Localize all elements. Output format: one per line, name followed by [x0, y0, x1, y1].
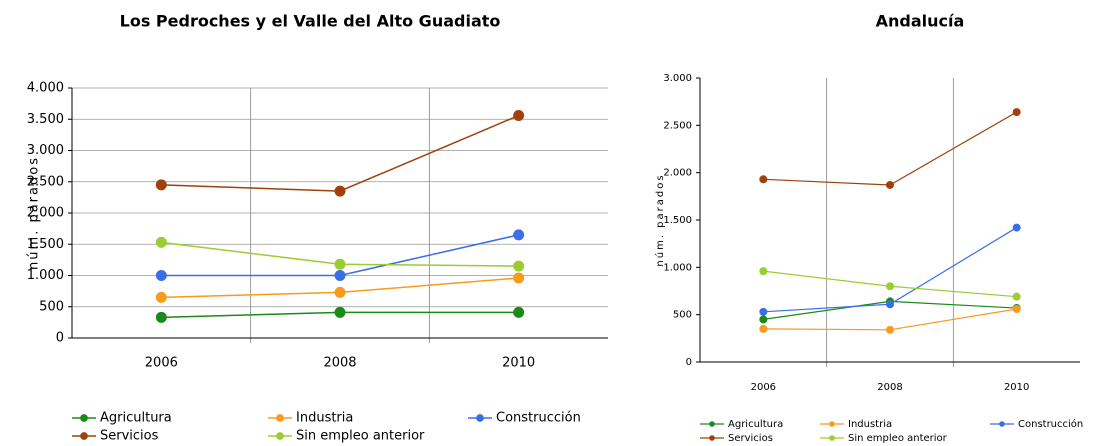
x-tick-label: 2006 [751, 382, 776, 393]
marker [513, 110, 525, 121]
y-tick-label: 2.500 [663, 120, 692, 131]
marker [513, 272, 525, 284]
chart-title: Andalucía [876, 12, 965, 31]
marker [334, 306, 346, 318]
legend-label: Agricultura [100, 411, 172, 426]
marker [513, 260, 525, 272]
marker [1012, 292, 1021, 301]
marker [1012, 223, 1021, 232]
x-tick-label: 2010 [502, 356, 535, 371]
y-tick-label: 3.000 [663, 73, 692, 84]
marker [886, 180, 894, 189]
y-tick-label: 4.000 [27, 81, 64, 96]
legend-label: Sin empleo anterior [296, 429, 425, 444]
marker [886, 300, 894, 309]
marker [155, 270, 167, 281]
legend-marker [80, 414, 88, 422]
legend-label: Industria [296, 411, 353, 426]
marker [759, 324, 768, 333]
y-axis-label: núm. parados [654, 173, 666, 266]
y-tick-label: 0 [56, 331, 64, 346]
series-line [161, 114, 519, 192]
x-tick-label: 2006 [145, 356, 178, 371]
legend-marker [709, 435, 715, 441]
y-tick-label: 1.500 [663, 215, 692, 226]
marker [513, 229, 525, 241]
x-tick-label: 2008 [323, 356, 356, 371]
y-axis-label: núm. parados [27, 156, 42, 270]
marker [155, 291, 167, 303]
legend-label: Agricultura [728, 419, 783, 430]
legend-marker [276, 432, 284, 440]
y-tick-label: 2.500 [27, 174, 64, 189]
y-tick-label: 500 [39, 299, 64, 314]
legend-marker [709, 421, 715, 427]
marker [334, 185, 346, 197]
marker [886, 325, 894, 334]
legend-marker [80, 432, 88, 440]
legend-marker [276, 414, 284, 422]
marker [1012, 108, 1021, 117]
legend-marker [829, 435, 835, 441]
legend-marker [999, 421, 1005, 427]
y-tick-label: 0 [686, 357, 692, 368]
marker [513, 306, 525, 318]
y-tick-label: 2.000 [27, 206, 64, 221]
marker [155, 311, 167, 323]
marker [1012, 304, 1021, 313]
legend-label: Construcción [496, 411, 581, 426]
legend-label: Construcción [1018, 418, 1083, 430]
chart-title: Los Pedroches y el Valle del Alto Guadia… [120, 12, 501, 31]
marker [759, 175, 768, 184]
marker [759, 307, 768, 316]
x-tick-label: 2008 [877, 382, 902, 393]
marker [334, 258, 346, 270]
y-tick-label: 500 [673, 310, 692, 321]
legend-marker [476, 414, 484, 422]
marker [886, 282, 894, 291]
marker [155, 179, 167, 191]
marker [759, 315, 768, 324]
legend-label: Industria [848, 419, 892, 430]
y-tick-label: 1.000 [663, 262, 692, 273]
y-tick-label: 3.500 [27, 112, 64, 127]
marker [334, 286, 346, 298]
y-tick-label: 2.000 [663, 168, 692, 179]
legend-marker [829, 421, 835, 427]
marker [334, 270, 346, 281]
marker [155, 236, 167, 248]
x-tick-label: 2010 [1004, 382, 1029, 393]
y-tick-label: 1.500 [27, 237, 64, 252]
legend-label: Sin empleo anterior [848, 433, 948, 444]
legend-label: Servicios [100, 429, 159, 444]
legend-label: Servicios [728, 433, 773, 444]
marker [759, 267, 768, 276]
y-tick-label: 3.000 [27, 143, 64, 158]
series-line [763, 111, 1017, 186]
y-tick-label: 1.000 [27, 268, 64, 283]
